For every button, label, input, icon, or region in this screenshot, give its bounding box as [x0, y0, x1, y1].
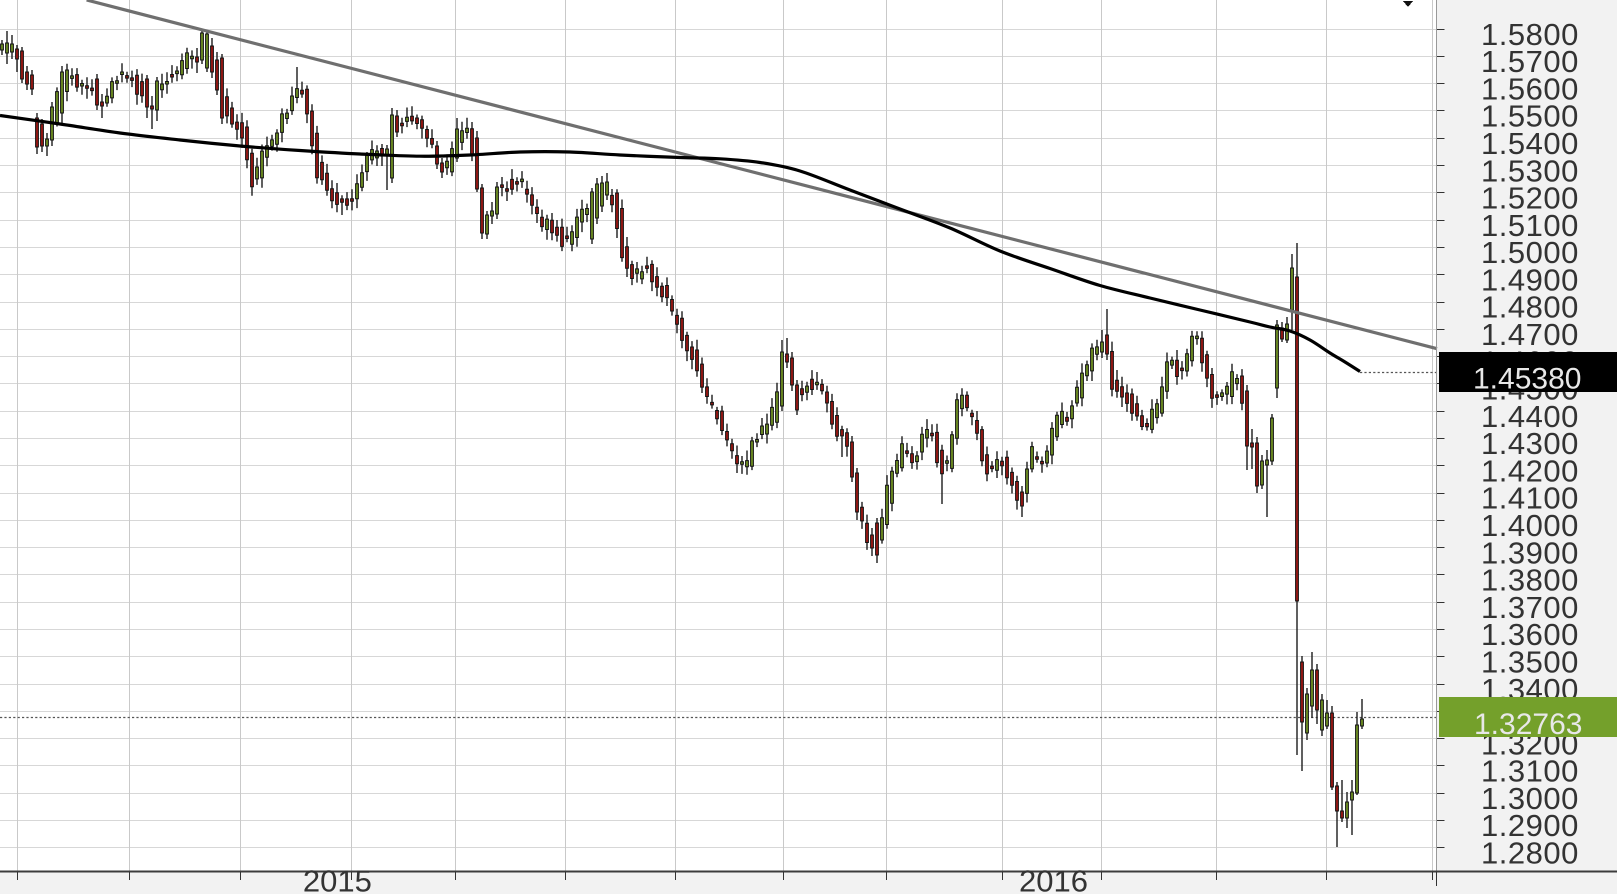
svg-text:1.32763: 1.32763 — [1474, 708, 1582, 741]
svg-text:1.3500: 1.3500 — [1481, 645, 1579, 680]
svg-text:1.45380: 1.45380 — [1473, 362, 1581, 395]
svg-text:1.4000: 1.4000 — [1481, 508, 1579, 543]
svg-text:1.3600: 1.3600 — [1481, 617, 1579, 652]
svg-text:1.5400: 1.5400 — [1481, 126, 1579, 161]
svg-text:1.3800: 1.3800 — [1481, 563, 1579, 598]
svg-text:1.2900: 1.2900 — [1481, 808, 1579, 843]
svg-text:1.5700: 1.5700 — [1481, 44, 1579, 79]
svg-text:1.4800: 1.4800 — [1481, 290, 1579, 325]
svg-text:1.3000: 1.3000 — [1481, 781, 1579, 816]
svg-text:1.4400: 1.4400 — [1481, 399, 1579, 434]
svg-text:1.3900: 1.3900 — [1481, 535, 1579, 570]
svg-text:1.5000: 1.5000 — [1481, 235, 1579, 270]
svg-text:1.4300: 1.4300 — [1481, 426, 1579, 461]
svg-text:1.5600: 1.5600 — [1481, 71, 1579, 106]
svg-text:1.4200: 1.4200 — [1481, 453, 1579, 488]
svg-text:1.5500: 1.5500 — [1481, 99, 1579, 134]
svg-text:2015: 2015 — [303, 864, 372, 894]
svg-text:1.5100: 1.5100 — [1481, 208, 1579, 243]
svg-text:1.2800: 1.2800 — [1481, 836, 1579, 871]
svg-text:1.4100: 1.4100 — [1481, 481, 1579, 516]
svg-text:1.3100: 1.3100 — [1481, 754, 1579, 789]
svg-text:1.5200: 1.5200 — [1481, 181, 1579, 216]
svg-text:2016: 2016 — [1019, 864, 1088, 894]
svg-text:1.5300: 1.5300 — [1481, 153, 1579, 188]
svg-text:1.4900: 1.4900 — [1481, 262, 1579, 297]
svg-text:1.5800: 1.5800 — [1481, 17, 1579, 52]
svg-text:1.3700: 1.3700 — [1481, 590, 1579, 625]
svg-text:1.4700: 1.4700 — [1481, 317, 1579, 352]
